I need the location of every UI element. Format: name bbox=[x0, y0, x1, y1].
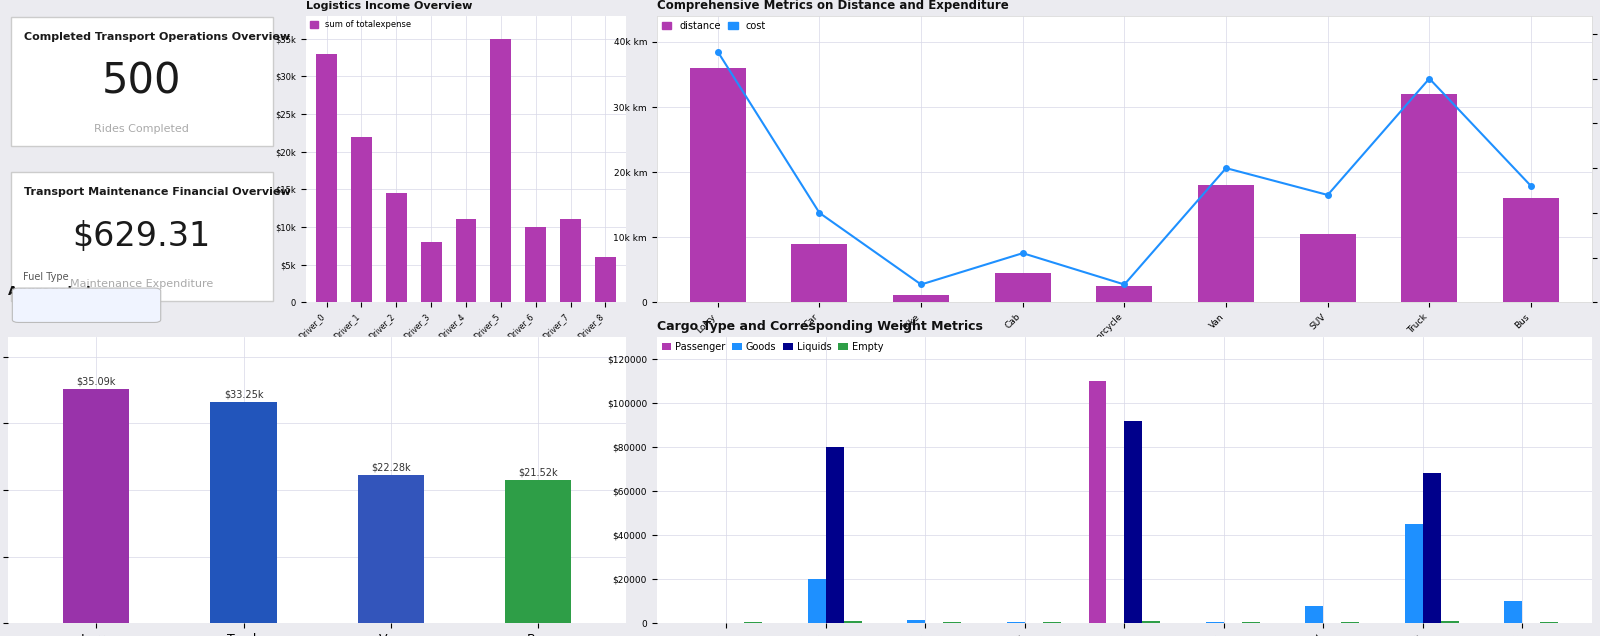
Bar bbox=[386, 193, 406, 302]
Text: Cargo Type and Corresponding Weight Metrics: Cargo Type and Corresponding Weight Metr… bbox=[656, 320, 982, 333]
Bar bbox=[1043, 622, 1061, 623]
Bar bbox=[1242, 622, 1259, 623]
Bar bbox=[1299, 234, 1355, 302]
Text: Fuel Type: Fuel Type bbox=[24, 272, 69, 282]
Bar bbox=[350, 137, 371, 302]
FancyBboxPatch shape bbox=[11, 172, 272, 301]
Bar bbox=[1096, 286, 1152, 302]
Bar bbox=[1541, 622, 1558, 623]
Bar bbox=[358, 475, 424, 623]
Bar bbox=[1504, 601, 1522, 623]
Bar bbox=[792, 244, 848, 302]
Text: $22.28k: $22.28k bbox=[371, 462, 411, 472]
Bar bbox=[995, 273, 1051, 302]
Bar bbox=[944, 622, 962, 623]
Text: Diesel: Diesel bbox=[30, 300, 66, 310]
Bar bbox=[1341, 622, 1358, 623]
Bar bbox=[907, 620, 925, 623]
Bar bbox=[317, 53, 338, 302]
Bar bbox=[1502, 198, 1558, 302]
Bar bbox=[506, 480, 571, 623]
Bar bbox=[595, 257, 616, 302]
Legend: sum of totalexpense: sum of totalexpense bbox=[310, 20, 411, 29]
Bar bbox=[1402, 94, 1458, 302]
Bar bbox=[560, 219, 581, 302]
Bar bbox=[1440, 621, 1459, 623]
Bar bbox=[1405, 524, 1422, 623]
Bar bbox=[211, 402, 277, 623]
FancyBboxPatch shape bbox=[11, 17, 272, 146]
Bar bbox=[1142, 621, 1160, 623]
Text: Comprehensive Metrics on Distance and Expenditure: Comprehensive Metrics on Distance and Ex… bbox=[656, 0, 1008, 12]
Bar bbox=[1306, 605, 1323, 623]
Text: Logistics Income Overview: Logistics Income Overview bbox=[306, 1, 472, 11]
Text: $629.31: $629.31 bbox=[72, 220, 211, 253]
Legend: Passenger, Goods, Liquids, Empty: Passenger, Goods, Liquids, Empty bbox=[662, 342, 883, 352]
Text: $21.52k: $21.52k bbox=[518, 467, 558, 477]
Text: Aggregate Income: Aggregate Income bbox=[8, 285, 138, 298]
Text: ∨: ∨ bbox=[138, 300, 146, 310]
Bar bbox=[843, 621, 862, 623]
Text: Completed Transport Operations Overview: Completed Transport Operations Overview bbox=[24, 32, 290, 42]
Text: Maintenance Expenditure: Maintenance Expenditure bbox=[70, 279, 213, 289]
Text: 500: 500 bbox=[102, 60, 181, 102]
Bar bbox=[64, 389, 130, 623]
Bar bbox=[1206, 622, 1224, 623]
Bar bbox=[1006, 622, 1026, 623]
Text: $33.25k: $33.25k bbox=[224, 389, 264, 399]
Bar bbox=[421, 242, 442, 302]
Bar bbox=[1198, 185, 1254, 302]
Bar bbox=[456, 219, 477, 302]
FancyBboxPatch shape bbox=[13, 288, 160, 322]
Bar bbox=[690, 68, 746, 302]
Bar bbox=[525, 227, 546, 302]
Text: $35.09k: $35.09k bbox=[77, 377, 117, 387]
Bar bbox=[808, 579, 826, 623]
Bar bbox=[1422, 473, 1440, 623]
Text: Rides Completed: Rides Completed bbox=[94, 124, 189, 134]
Bar bbox=[1125, 420, 1142, 623]
Bar bbox=[1088, 381, 1107, 623]
Legend: distance, cost: distance, cost bbox=[662, 21, 766, 31]
Bar bbox=[490, 39, 512, 302]
Bar bbox=[744, 622, 762, 623]
Text: Transport Maintenance Financial Overview: Transport Maintenance Financial Overview bbox=[24, 187, 291, 197]
Bar bbox=[893, 294, 949, 302]
Bar bbox=[826, 447, 843, 623]
